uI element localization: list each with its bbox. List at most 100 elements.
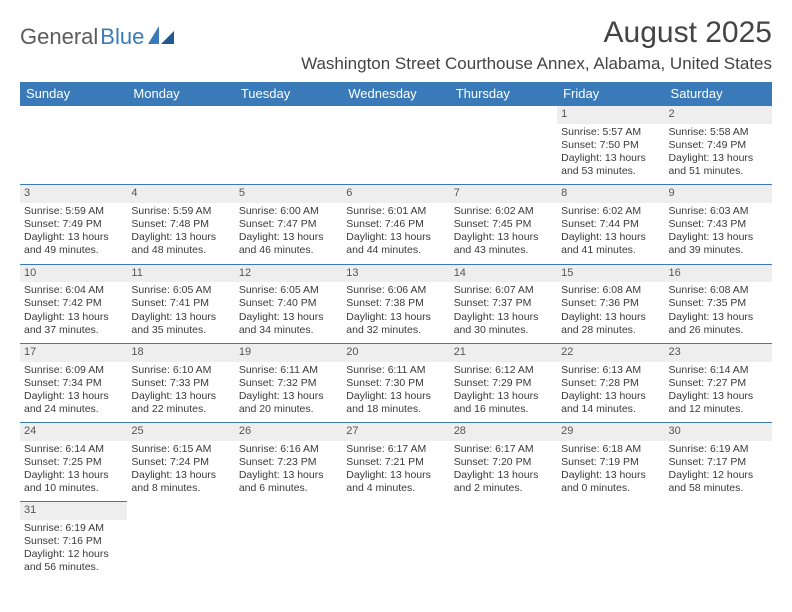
sunrise-text: Sunrise: 6:07 AM bbox=[454, 284, 553, 297]
daylight-text: Daylight: 13 hours bbox=[239, 231, 338, 244]
daylight-text: Daylight: 13 hours bbox=[131, 390, 230, 403]
day-number-cell: 31 bbox=[20, 502, 127, 520]
day-number-cell: 15 bbox=[557, 264, 664, 282]
day-detail-cell: Sunrise: 6:06 AMSunset: 7:38 PMDaylight:… bbox=[342, 282, 449, 343]
sunset-text: Sunset: 7:42 PM bbox=[24, 297, 123, 310]
day-detail-cell: Sunrise: 6:19 AMSunset: 7:16 PMDaylight:… bbox=[20, 520, 127, 581]
day-number-cell: 24 bbox=[20, 423, 127, 441]
sunset-text: Sunset: 7:50 PM bbox=[561, 139, 660, 152]
day-number-cell bbox=[235, 502, 342, 520]
day-detail-cell: Sunrise: 6:14 AMSunset: 7:27 PMDaylight:… bbox=[665, 362, 772, 423]
day-detail-cell: Sunrise: 6:04 AMSunset: 7:42 PMDaylight:… bbox=[20, 282, 127, 343]
daylight-text: Daylight: 13 hours bbox=[561, 390, 660, 403]
sunrise-text: Sunrise: 5:59 AM bbox=[24, 205, 123, 218]
daylight-text: and 34 minutes. bbox=[239, 324, 338, 337]
sunset-text: Sunset: 7:20 PM bbox=[454, 456, 553, 469]
day-number-cell bbox=[450, 502, 557, 520]
day-detail-cell: Sunrise: 6:19 AMSunset: 7:17 PMDaylight:… bbox=[665, 441, 772, 502]
day-detail-cell bbox=[235, 124, 342, 185]
calendar-table: SundayMondayTuesdayWednesdayThursdayFrid… bbox=[20, 82, 772, 581]
day-detail-cell bbox=[235, 520, 342, 581]
location-text: Washington Street Courthouse Annex, Alab… bbox=[20, 54, 772, 74]
daylight-text: Daylight: 13 hours bbox=[346, 390, 445, 403]
sunset-text: Sunset: 7:48 PM bbox=[131, 218, 230, 231]
day-number-row: 12 bbox=[20, 106, 772, 124]
daylight-text: and 51 minutes. bbox=[669, 165, 768, 178]
daylight-text: Daylight: 13 hours bbox=[346, 469, 445, 482]
page-title: August 2025 bbox=[604, 16, 772, 50]
header: GeneralBlue August 2025 bbox=[20, 16, 772, 50]
daylight-text: Daylight: 13 hours bbox=[669, 152, 768, 165]
daylight-text: and 12 minutes. bbox=[669, 403, 768, 416]
daylight-text: and 56 minutes. bbox=[24, 561, 123, 574]
sunset-text: Sunset: 7:16 PM bbox=[24, 535, 123, 548]
day-detail-cell: Sunrise: 6:10 AMSunset: 7:33 PMDaylight:… bbox=[127, 362, 234, 423]
daylight-text: and 53 minutes. bbox=[561, 165, 660, 178]
day-detail-cell: Sunrise: 6:05 AMSunset: 7:41 PMDaylight:… bbox=[127, 282, 234, 343]
day-detail-row: Sunrise: 6:09 AMSunset: 7:34 PMDaylight:… bbox=[20, 362, 772, 423]
sunrise-text: Sunrise: 6:17 AM bbox=[454, 443, 553, 456]
day-detail-cell bbox=[127, 124, 234, 185]
daylight-text: and 43 minutes. bbox=[454, 244, 553, 257]
daylight-text: and 10 minutes. bbox=[24, 482, 123, 495]
sunrise-text: Sunrise: 6:04 AM bbox=[24, 284, 123, 297]
daylight-text: and 22 minutes. bbox=[131, 403, 230, 416]
sunset-text: Sunset: 7:38 PM bbox=[346, 297, 445, 310]
sunrise-text: Sunrise: 6:14 AM bbox=[669, 364, 768, 377]
sunset-text: Sunset: 7:23 PM bbox=[239, 456, 338, 469]
day-number-cell: 30 bbox=[665, 423, 772, 441]
daylight-text: and 8 minutes. bbox=[131, 482, 230, 495]
daylight-text: and 0 minutes. bbox=[561, 482, 660, 495]
day-number-cell: 10 bbox=[20, 264, 127, 282]
day-detail-cell bbox=[665, 520, 772, 581]
day-detail-cell: Sunrise: 6:02 AMSunset: 7:44 PMDaylight:… bbox=[557, 203, 664, 264]
day-detail-cell bbox=[342, 520, 449, 581]
weekday-header: Friday bbox=[557, 82, 664, 106]
sunrise-text: Sunrise: 6:10 AM bbox=[131, 364, 230, 377]
sunset-text: Sunset: 7:47 PM bbox=[239, 218, 338, 231]
day-detail-cell: Sunrise: 6:14 AMSunset: 7:25 PMDaylight:… bbox=[20, 441, 127, 502]
day-number-cell: 9 bbox=[665, 185, 772, 203]
day-number-cell: 4 bbox=[127, 185, 234, 203]
sunrise-text: Sunrise: 6:01 AM bbox=[346, 205, 445, 218]
sunset-text: Sunset: 7:45 PM bbox=[454, 218, 553, 231]
sunrise-text: Sunrise: 6:16 AM bbox=[239, 443, 338, 456]
day-detail-cell: Sunrise: 6:00 AMSunset: 7:47 PMDaylight:… bbox=[235, 203, 342, 264]
logo-sail-icon bbox=[148, 26, 174, 49]
sunset-text: Sunset: 7:32 PM bbox=[239, 377, 338, 390]
sunset-text: Sunset: 7:19 PM bbox=[561, 456, 660, 469]
sunrise-text: Sunrise: 6:05 AM bbox=[239, 284, 338, 297]
day-detail-cell: Sunrise: 6:05 AMSunset: 7:40 PMDaylight:… bbox=[235, 282, 342, 343]
day-number-cell: 7 bbox=[450, 185, 557, 203]
daylight-text: and 30 minutes. bbox=[454, 324, 553, 337]
sunrise-text: Sunrise: 6:09 AM bbox=[24, 364, 123, 377]
daylight-text: Daylight: 13 hours bbox=[669, 311, 768, 324]
sunset-text: Sunset: 7:27 PM bbox=[669, 377, 768, 390]
daylight-text: and 32 minutes. bbox=[346, 324, 445, 337]
day-detail-cell bbox=[557, 520, 664, 581]
sunrise-text: Sunrise: 6:18 AM bbox=[561, 443, 660, 456]
weekday-header: Sunday bbox=[20, 82, 127, 106]
day-detail-cell: Sunrise: 6:15 AMSunset: 7:24 PMDaylight:… bbox=[127, 441, 234, 502]
sunset-text: Sunset: 7:24 PM bbox=[131, 456, 230, 469]
day-detail-cell: Sunrise: 5:59 AMSunset: 7:48 PMDaylight:… bbox=[127, 203, 234, 264]
daylight-text: and 28 minutes. bbox=[561, 324, 660, 337]
sunset-text: Sunset: 7:40 PM bbox=[239, 297, 338, 310]
day-number-row: 31 bbox=[20, 502, 772, 520]
daylight-text: Daylight: 13 hours bbox=[346, 231, 445, 244]
daylight-text: Daylight: 13 hours bbox=[454, 469, 553, 482]
sunrise-text: Sunrise: 6:00 AM bbox=[239, 205, 338, 218]
day-detail-cell: Sunrise: 6:08 AMSunset: 7:35 PMDaylight:… bbox=[665, 282, 772, 343]
daylight-text: and 49 minutes. bbox=[24, 244, 123, 257]
daylight-text: and 35 minutes. bbox=[131, 324, 230, 337]
sunrise-text: Sunrise: 5:59 AM bbox=[131, 205, 230, 218]
day-number-cell: 18 bbox=[127, 343, 234, 361]
daylight-text: Daylight: 13 hours bbox=[561, 231, 660, 244]
day-detail-cell: Sunrise: 6:07 AMSunset: 7:37 PMDaylight:… bbox=[450, 282, 557, 343]
day-detail-cell: Sunrise: 6:02 AMSunset: 7:45 PMDaylight:… bbox=[450, 203, 557, 264]
daylight-text: and 41 minutes. bbox=[561, 244, 660, 257]
daylight-text: and 44 minutes. bbox=[346, 244, 445, 257]
sunset-text: Sunset: 7:37 PM bbox=[454, 297, 553, 310]
day-detail-cell: Sunrise: 6:08 AMSunset: 7:36 PMDaylight:… bbox=[557, 282, 664, 343]
sunset-text: Sunset: 7:43 PM bbox=[669, 218, 768, 231]
